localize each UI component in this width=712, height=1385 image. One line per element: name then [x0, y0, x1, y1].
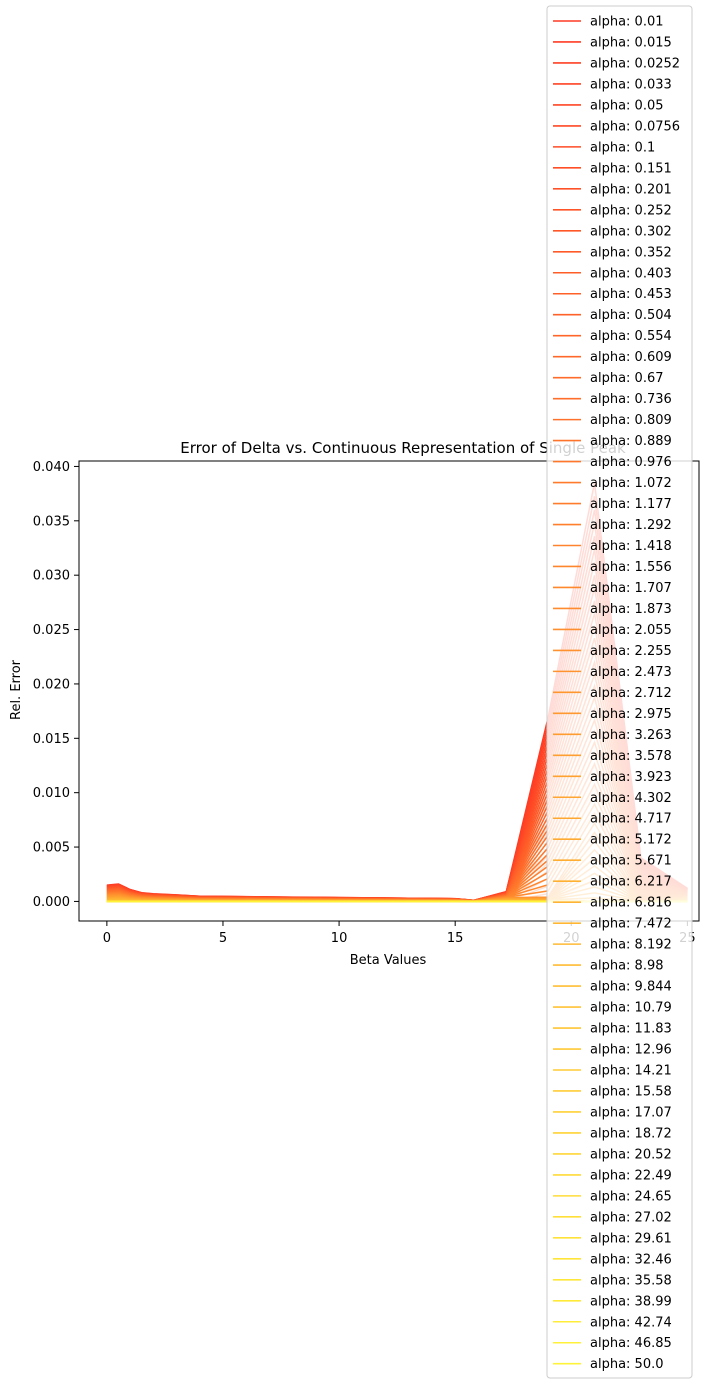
legend-label: alpha: 32.46 — [590, 1252, 672, 1267]
legend-label: alpha: 0.554 — [590, 329, 672, 344]
y-tick-label: 0.020 — [33, 677, 70, 692]
series-lines — [106, 482, 688, 903]
legend-label: alpha: 42.74 — [590, 1315, 672, 1330]
legend-label: alpha: 50.0 — [590, 1357, 664, 1372]
legend-label: alpha: 0.889 — [590, 434, 672, 449]
legend-label: alpha: 22.49 — [590, 1168, 672, 1183]
legend-label: alpha: 0.05 — [590, 98, 664, 113]
y-tick-label: 0.000 — [33, 895, 70, 910]
legend-label: alpha: 0.504 — [590, 308, 672, 323]
legend-label: alpha: 0.352 — [590, 245, 672, 260]
legend-label: alpha: 14.21 — [590, 1064, 672, 1079]
legend-label: alpha: 0.302 — [590, 224, 672, 239]
plot-frame — [78, 460, 700, 922]
legend-label: alpha: 4.302 — [590, 791, 672, 806]
legend-label: alpha: 0.609 — [590, 350, 672, 365]
legend-label: alpha: 5.172 — [590, 833, 672, 848]
legend-label: alpha: 0.151 — [590, 161, 672, 176]
legend-label: alpha: 46.85 — [590, 1336, 672, 1351]
legend-label: alpha: 35.58 — [590, 1273, 672, 1288]
legend-label: alpha: 2.473 — [590, 665, 672, 680]
y-tick-label: 0.005 — [33, 841, 70, 856]
legend-label: alpha: 0.252 — [590, 203, 672, 218]
legend-label: alpha: 1.707 — [590, 581, 672, 596]
legend-label: alpha: 27.02 — [590, 1210, 672, 1225]
legend-label: alpha: 3.578 — [590, 749, 672, 764]
legend-label: alpha: 1.556 — [590, 560, 672, 575]
x-axis-label: Beta Values — [350, 953, 427, 968]
legend-label: alpha: 2.055 — [590, 623, 672, 638]
legend-label: alpha: 10.79 — [590, 1001, 672, 1016]
legend-label: alpha: 0.976 — [590, 455, 672, 470]
legend-label: alpha: 0.453 — [590, 287, 672, 302]
y-tick-label: 0.040 — [33, 460, 70, 475]
y-tick-label: 0.035 — [33, 514, 70, 529]
y-tick-label: 0.030 — [33, 569, 70, 584]
legend-label: alpha: 15.58 — [590, 1084, 672, 1099]
legend-label: alpha: 0.736 — [590, 392, 672, 407]
legend-label: alpha: 3.923 — [590, 770, 672, 785]
legend-label: alpha: 38.99 — [590, 1294, 672, 1309]
legend-label: alpha: 11.83 — [590, 1022, 672, 1037]
x-tick-label: 10 — [331, 931, 348, 946]
legend-label: alpha: 0.403 — [590, 266, 672, 281]
legend-label: alpha: 1.873 — [590, 602, 672, 617]
legend-label: alpha: 0.01 — [590, 15, 664, 30]
legend-label: alpha: 4.717 — [590, 812, 672, 827]
chart-title: Error of Delta vs. Continuous Representa… — [180, 439, 626, 457]
legend-label: alpha: 1.292 — [590, 518, 672, 533]
legend-label: alpha: 24.65 — [590, 1189, 672, 1204]
legend-label: alpha: 1.072 — [590, 476, 672, 491]
legend-label: alpha: 0.809 — [590, 413, 672, 428]
legend-label: alpha: 0.033 — [590, 77, 672, 92]
legend-label: alpha: 1.418 — [590, 539, 672, 554]
y-tick-label: 0.010 — [33, 786, 70, 801]
legend-label: alpha: 18.72 — [590, 1126, 672, 1141]
legend-label: alpha: 7.472 — [590, 917, 672, 932]
x-tick-label: 15 — [447, 931, 464, 946]
legend-label: alpha: 2.975 — [590, 707, 672, 722]
legend-label: alpha: 9.844 — [590, 980, 672, 995]
legend-label: alpha: 1.177 — [590, 497, 672, 512]
legend-label: alpha: 5.671 — [590, 854, 672, 869]
y-axis: 0.000 0.005 0.010 0.015 0.020 0.025 0.030 0.035… — [33, 460, 79, 910]
legend-label: alpha: 2.712 — [590, 686, 672, 701]
legend-label: alpha: 0.67 — [590, 371, 664, 386]
legend-label: alpha: 3.263 — [590, 728, 672, 743]
legend-label: alpha: 0.1 — [590, 140, 655, 155]
y-tick-label: 0.015 — [33, 732, 70, 747]
legend-label: alpha: 20.52 — [590, 1147, 672, 1162]
y-axis-label: Rel. Error — [9, 659, 24, 720]
legend-label: alpha: 6.217 — [590, 875, 672, 890]
legend-label: alpha: 0.015 — [590, 35, 672, 50]
legend-label: alpha: 2.255 — [590, 644, 672, 659]
legend-label: alpha: 8.192 — [590, 938, 672, 953]
legend: alpha: 0.01 alpha: 0.015 alpha: 0.0252 alph… — [546, 5, 693, 1379]
legend-label: alpha: 17.07 — [590, 1105, 672, 1120]
x-tick-label: 5 — [219, 931, 227, 946]
legend-label: alpha: 0.0756 — [590, 119, 680, 134]
x-tick-label: 0 — [103, 931, 111, 946]
legend-box — [546, 5, 693, 1379]
legend-label: alpha: 8.98 — [590, 959, 664, 974]
legend-label: alpha: 12.96 — [590, 1043, 672, 1058]
legend-label: alpha: 29.61 — [590, 1231, 672, 1246]
legend-label: alpha: 6.816 — [590, 896, 672, 911]
legend-label: alpha: 0.201 — [590, 182, 672, 197]
legend-label: alpha: 0.0252 — [590, 56, 680, 71]
y-tick-label: 0.025 — [33, 623, 70, 638]
